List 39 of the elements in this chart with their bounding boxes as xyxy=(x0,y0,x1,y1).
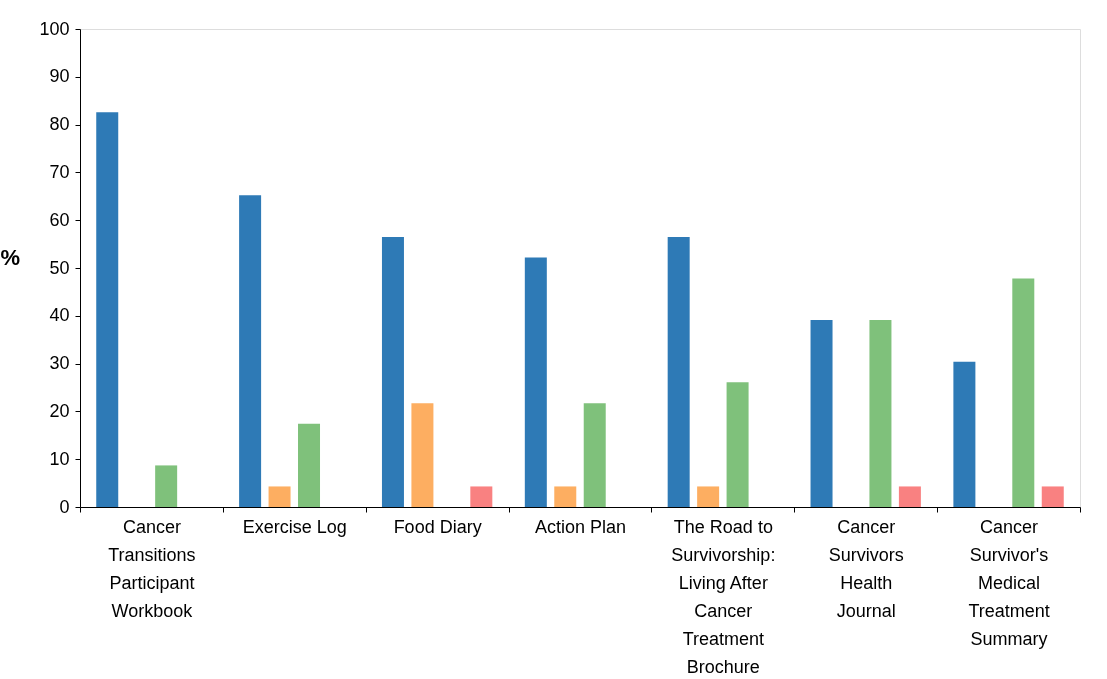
bar xyxy=(869,320,892,507)
y-tick-label: 20 xyxy=(49,400,70,421)
bar xyxy=(697,486,720,507)
x-tick-label: Food Diary xyxy=(393,516,482,537)
x-tick-label: Exercise Log xyxy=(242,516,347,537)
y-tick-label: 100 xyxy=(39,18,70,39)
bar xyxy=(1012,278,1035,507)
bar xyxy=(298,423,321,507)
y-axis-title: % xyxy=(0,244,21,270)
bar xyxy=(898,486,921,507)
x-tick-label: Cancer Survivor's Medical Treatment Summary xyxy=(968,516,1050,649)
bar xyxy=(96,112,119,507)
bar xyxy=(554,486,577,507)
bar xyxy=(953,361,976,507)
x-tick-label: Cancer Transitions Participant Workbook xyxy=(108,516,196,621)
bar xyxy=(411,403,434,507)
y-tick-label: 80 xyxy=(49,114,70,135)
y-tick-label: 40 xyxy=(49,305,70,326)
x-tick-label: The Road to Survivorship: Living After Cancer Treatment Brochure xyxy=(671,516,776,677)
y-tick-label: 70 xyxy=(49,161,70,182)
bar xyxy=(667,236,690,507)
bar xyxy=(1041,486,1064,507)
bar xyxy=(524,257,547,507)
bar xyxy=(268,486,291,507)
bar xyxy=(583,403,606,507)
bar xyxy=(155,465,178,507)
y-tick-label: 30 xyxy=(49,353,70,374)
y-tick-label: 90 xyxy=(49,66,70,87)
x-tick-label: Cancer Survivors Health Journal xyxy=(828,516,904,621)
y-tick-label: 10 xyxy=(49,448,70,469)
y-tick-label: 50 xyxy=(49,257,70,278)
bar xyxy=(810,320,833,507)
bar xyxy=(470,486,493,507)
bar xyxy=(239,195,262,507)
x-tick-label: Action Plan xyxy=(534,516,627,537)
bar xyxy=(381,236,404,507)
y-tick-label: 0 xyxy=(59,496,70,517)
bar xyxy=(726,382,749,507)
y-tick-label: 60 xyxy=(49,209,70,230)
